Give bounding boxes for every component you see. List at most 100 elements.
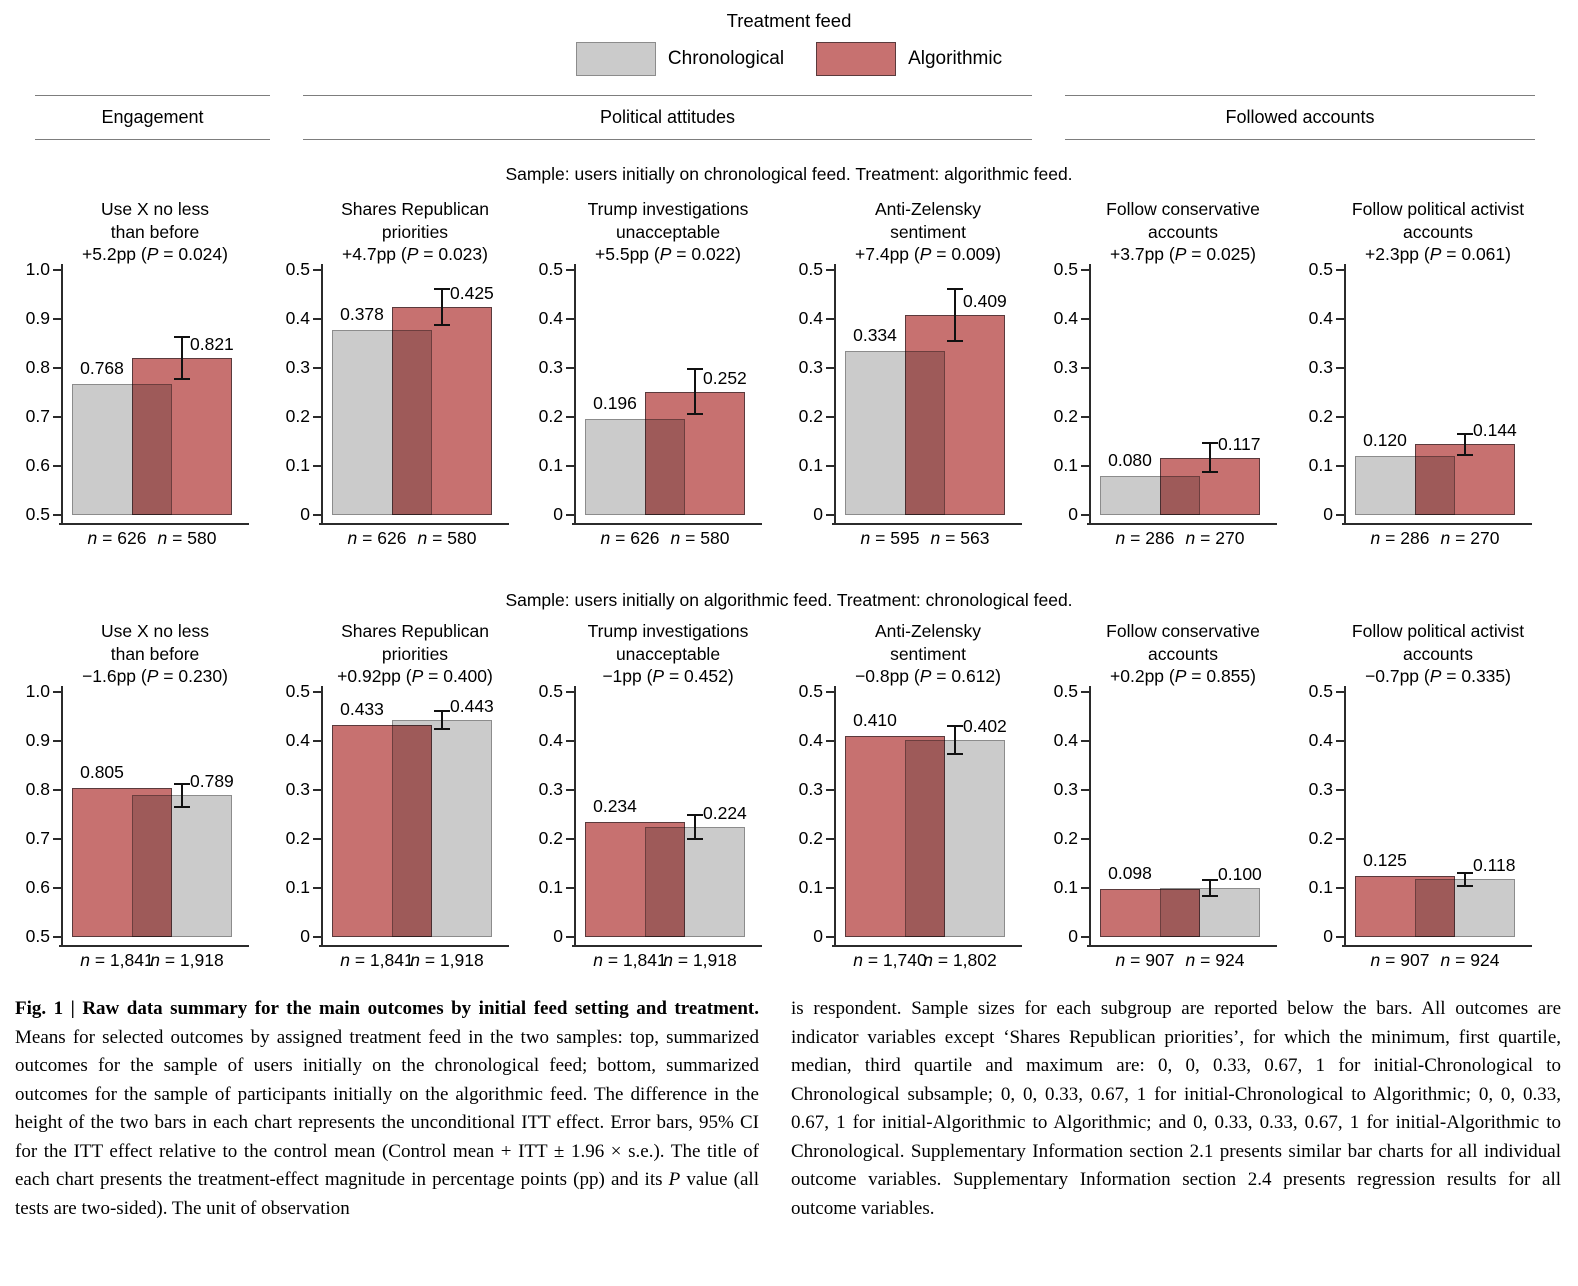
error-bar-cap-bottom — [947, 339, 963, 342]
error-bar-cap-bottom — [1202, 894, 1218, 897]
error-bar-cap-bottom — [947, 753, 963, 756]
y-axis-tick — [826, 887, 834, 889]
y-tick-label: 0.3 — [1053, 779, 1078, 799]
caption-text: Means for selected outcomes by assigned … — [15, 1026, 759, 1191]
y-tick-label: 0.1 — [1053, 455, 1078, 475]
value-label: 0.144 — [1473, 420, 1517, 441]
n-label: n = 270 — [1185, 528, 1245, 548]
error-bar-cap-bottom — [687, 838, 703, 841]
error-bar-cap-top — [947, 287, 963, 290]
n-label: n = 580 — [157, 528, 217, 548]
y-tick-label: 0.2 — [798, 406, 823, 426]
y-axis-tick — [313, 514, 321, 516]
y-tick-label: 0.3 — [798, 779, 823, 799]
y-tick-label: 0.2 — [285, 828, 310, 848]
y-tick-label: 0.5 — [798, 681, 823, 701]
value-label: 0.768 — [80, 357, 124, 378]
y-axis-tick — [53, 691, 61, 693]
y-tick-label: 0.1 — [798, 455, 823, 475]
y-tick-label: 0.3 — [1308, 779, 1333, 799]
error-bar-line — [954, 724, 956, 756]
y-tick-label: 0.9 — [25, 308, 50, 328]
x-axis-line — [1087, 945, 1277, 947]
y-tick-label: 0.1 — [538, 455, 563, 475]
y-axis-tick — [1336, 367, 1344, 369]
value-label: 0.125 — [1363, 849, 1407, 870]
x-axis-line — [572, 945, 762, 947]
x-axis-line — [572, 523, 762, 525]
error-bar-cap-top — [947, 724, 963, 727]
error-bar-cap-top — [687, 814, 703, 816]
y-tick-label: 0.2 — [798, 828, 823, 848]
caption-title: Fig. 1 | Raw data summary for the main o… — [15, 998, 759, 1019]
y-axis-tick — [53, 269, 61, 271]
y-axis-tick — [53, 514, 61, 516]
y-axis-tick — [566, 269, 574, 271]
y-tick-label: 0.5 — [1053, 259, 1078, 279]
y-axis-tick — [53, 318, 61, 320]
y-axis-tick — [826, 318, 834, 320]
legend-title: Treatment feed — [726, 10, 852, 31]
y-tick-label: 0.8 — [25, 357, 50, 377]
n-label: n = 626 — [87, 528, 147, 548]
y-axis-tick — [1336, 936, 1344, 938]
y-tick-label: 0.4 — [285, 308, 310, 328]
y-tick-label: 0.3 — [538, 779, 563, 799]
y-axis-line — [61, 686, 63, 947]
chart-title: Shares Republican priorities +4.7pp (P = 0… — [341, 199, 489, 264]
y-axis-line — [61, 264, 63, 525]
y-tick-label: 0.4 — [1308, 308, 1333, 328]
error-bar-cap-bottom — [1457, 453, 1473, 456]
bar-chart: Follow conservative accounts +0.2pp (P = 0… — [1042, 620, 1295, 972]
n-label: n = 286 — [1115, 528, 1175, 548]
n-label: n = 1,802 — [923, 950, 997, 970]
bar-algorithmic — [1160, 457, 1260, 515]
error-bar-cap-bottom — [1202, 471, 1218, 474]
y-axis-tick — [1336, 740, 1344, 742]
x-axis-line — [1342, 945, 1532, 947]
n-label: n = 907 — [1115, 950, 1175, 970]
value-label: 0.080 — [1108, 449, 1152, 470]
value-label: 0.252 — [703, 367, 747, 388]
error-bar-line — [1464, 433, 1466, 456]
y-axis-tick — [53, 367, 61, 369]
chart-title: Follow political activist accounts −0.7pp … — [1351, 621, 1525, 686]
y-tick-label: 0.1 — [798, 877, 823, 897]
y-tick-label: 0.5 — [1053, 681, 1078, 701]
y-tick-label: 0.3 — [798, 357, 823, 377]
plot-area: 0 0.1 0.2 0.3 0.4 0.5 0.080 n = 286 0.117 n = 270 — [1054, 259, 1277, 548]
value-label: 0.409 — [963, 290, 1007, 311]
y-axis-line — [574, 686, 576, 947]
y-axis-tick — [566, 936, 574, 938]
bar-chart: Trump investigations unacceptable −1pp (P … — [527, 620, 780, 972]
bar-chronological — [645, 827, 745, 937]
y-tick-label: 0.2 — [1308, 406, 1333, 426]
y-axis-tick — [826, 367, 834, 369]
y-axis-tick — [313, 269, 321, 271]
y-tick-label: 0.5 — [25, 504, 50, 524]
bar-chronological — [1415, 879, 1515, 937]
y-axis-tick — [1081, 838, 1089, 840]
value-label: 0.117 — [1218, 433, 1261, 454]
error-bar-cap-bottom — [174, 377, 190, 380]
plot-area: 0 0.1 0.2 0.3 0.4 0.5 0.234 n = 1,841 0.224 n = 1… — [539, 681, 762, 970]
y-axis-tick — [566, 318, 574, 320]
bar-chart: Follow political activist accounts −0.7pp … — [1297, 620, 1550, 972]
y-tick-label: 0 — [813, 926, 823, 946]
y-axis-tick — [566, 514, 574, 516]
chart-title: Trump investigations unacceptable −1pp (P … — [587, 621, 749, 686]
legend-label-algorithmic: Algorithmic — [908, 48, 1003, 69]
y-axis-tick — [1081, 367, 1089, 369]
y-tick-label: 0 — [1323, 926, 1333, 946]
error-bar-cap-top — [434, 287, 450, 290]
y-axis-tick — [1081, 936, 1089, 938]
y-axis-line — [1089, 264, 1091, 525]
bar-algorithmic — [132, 357, 232, 515]
chart-title: Follow conservative accounts +3.7pp (P = 0… — [1106, 199, 1260, 264]
y-axis-tick — [53, 416, 61, 418]
error-bar-line — [181, 335, 183, 380]
chart-title: Anti-Zelensky sentiment −0.8pp (P = 0.612) — [855, 621, 1001, 686]
y-tick-label: 1.0 — [25, 259, 50, 279]
value-label: 0.098 — [1108, 862, 1152, 883]
